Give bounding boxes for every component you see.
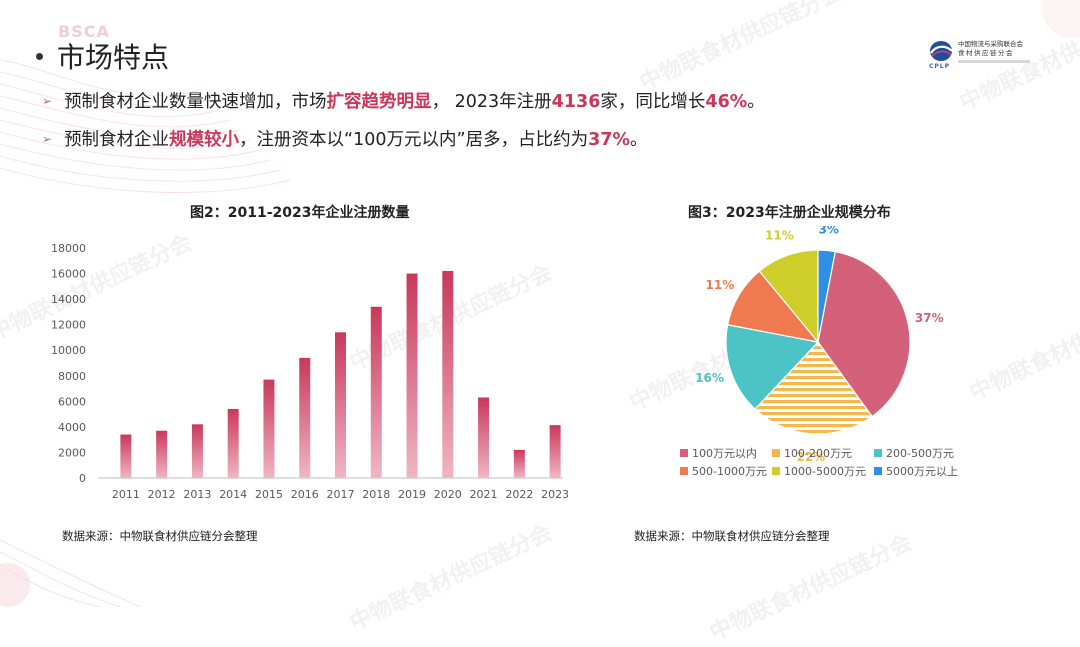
legend-label: 5000万元以上 [886, 465, 958, 478]
bullet-text-part: ，注册资本以“100万元以内”居多，占比约为 [239, 130, 589, 150]
legend-swatch [680, 449, 688, 457]
x-tick-label: 2014 [219, 488, 247, 501]
legend-label: 200-500万元 [886, 447, 954, 460]
bullet-highlight: 46% [705, 92, 748, 112]
x-tick-label: 2022 [505, 488, 533, 501]
bar [156, 430, 168, 478]
legend-label: 1000-5000万元 [784, 465, 866, 478]
pie-chart-title: 图3：2023年注册企业规模分布 [688, 205, 891, 221]
bullet-1-text: 预制食材企业数量快速增加，市场扩容趋势明显， 2023年注册4136家，同比增长… [64, 88, 765, 113]
bullet-text-part: 预制食材企业 [64, 130, 170, 150]
title-bullet-dot [36, 52, 43, 60]
bar-chart: 0 2000 4000 6000 8000 10000 12000 14000 16000 180… [51, 242, 568, 501]
x-tick-label: 2019 [398, 488, 426, 501]
x-tick-label: 2012 [148, 488, 176, 501]
pie-data-label: 37% [915, 311, 944, 325]
logo-abbr: CPLP [929, 63, 951, 70]
bar [299, 357, 311, 478]
x-tick-label: 2017 [327, 488, 355, 501]
bar [120, 434, 132, 478]
bullet-highlight: 4136 [551, 92, 601, 112]
bullet-text-part: 家，同比增长 [600, 92, 706, 112]
x-tick-label: 2023 [541, 488, 568, 501]
bullet-2-text: 预制食材企业规模较小，注册资本以“100万元以内”居多，占比约为37%。 [64, 126, 647, 151]
bar-chart-title: 图2：2011-2023年企业注册数量 [190, 205, 410, 221]
bar [549, 425, 561, 478]
bar-chart-source: 数据来源：中物联食材供应链分会整理 [62, 529, 258, 543]
x-tick-label: 2016 [291, 488, 319, 501]
legend-label: 100-200万元 [784, 447, 852, 460]
bar [513, 449, 525, 478]
bullet-text-part: 。 [747, 92, 765, 112]
y-tick-label: 18000 [51, 242, 86, 255]
bar [227, 409, 239, 478]
bullet-highlight: 规模较小 [169, 130, 240, 150]
y-tick-label: 10000 [51, 344, 86, 357]
pie-slice [817, 250, 911, 418]
arrow-bullet-icon: ➢ [42, 131, 53, 146]
x-tick-label: 2015 [255, 488, 283, 501]
bullet-highlight: 37% [588, 130, 630, 150]
pie-slice [725, 324, 820, 410]
logo-line1: 中国物流与采购联合会 [958, 39, 1023, 48]
pie-chart: 37% 22% 16% 11% 11% 3% 100万元以内 100-200万元 200-500… [680, 226, 958, 478]
bar [191, 424, 203, 478]
y-tick-label: 6000 [58, 395, 86, 408]
bsca-mark: BSCA [58, 22, 110, 41]
bullet-text-part: 。 [630, 130, 648, 150]
pie-slice [817, 249, 836, 343]
watermark: 中物联食材供应链分会 [636, 0, 847, 97]
page-title: 市场特点 [57, 41, 170, 74]
legend-label: 500-1000万元 [692, 465, 767, 478]
bullet-text-part: 预制食材企业数量快速增加，市场 [64, 92, 327, 112]
x-tick-label: 2013 [183, 488, 211, 501]
pie-data-label: 11% [765, 229, 794, 243]
pie-data-label: 3% [819, 226, 839, 237]
organization-logo: 中国物流与采购联合会 食材供应链分会 [928, 38, 1058, 64]
bullet-highlight: 扩容趋势明显 [326, 92, 432, 112]
x-tick-label: 2018 [362, 488, 390, 501]
legend-swatch [772, 449, 780, 457]
x-tick-label: 2020 [434, 488, 462, 501]
bar [370, 306, 382, 478]
pie-slice [754, 341, 873, 435]
bar [263, 379, 275, 478]
watermark: 中物联食材供应链分会 [346, 520, 557, 637]
y-tick-label: 12000 [51, 319, 86, 332]
bullet-2: ➢ 预制食材企业规模较小，注册资本以“100万元以内”居多，占比约为37%。 [42, 126, 648, 151]
bar [478, 397, 490, 478]
legend-label: 100万元以内 [692, 446, 757, 460]
legend-swatch [874, 467, 882, 475]
x-tick-label: 2011 [112, 488, 140, 501]
pie-data-label: 16% [695, 371, 724, 385]
bullet-1: ➢ 预制食材企业数量快速增加，市场扩容趋势明显， 2023年注册4136家，同比… [42, 88, 765, 113]
pie-data-label: 11% [706, 278, 735, 292]
logo-bar [958, 59, 1030, 63]
legend-swatch [680, 467, 688, 475]
bar [335, 332, 346, 478]
legend-swatch [772, 467, 780, 475]
bar [442, 271, 454, 478]
y-tick-label: 16000 [51, 268, 86, 281]
y-tick-label: 0 [79, 472, 86, 485]
pie-data-label: 22% [796, 450, 825, 464]
pie-chart-source: 数据来源：中物联食材供应链分会整理 [634, 529, 830, 543]
y-tick-label: 2000 [58, 446, 86, 459]
x-tick-label: 2021 [470, 488, 498, 501]
bar [406, 273, 418, 478]
title-row: 市场特点 [36, 36, 169, 76]
y-tick-label: 8000 [58, 370, 86, 383]
y-tick-label: 14000 [51, 293, 86, 306]
legend-swatch [874, 449, 882, 457]
y-tick-label: 4000 [58, 421, 86, 434]
logo-globe-icon [930, 41, 953, 61]
watermark: 中物联食材供应链分会 [966, 290, 1080, 407]
logo-line2: 食材供应链分会 [958, 48, 1014, 57]
bullet-text-part: ， 2023年注册 [431, 92, 552, 112]
arrow-bullet-icon: ➢ [42, 93, 53, 108]
